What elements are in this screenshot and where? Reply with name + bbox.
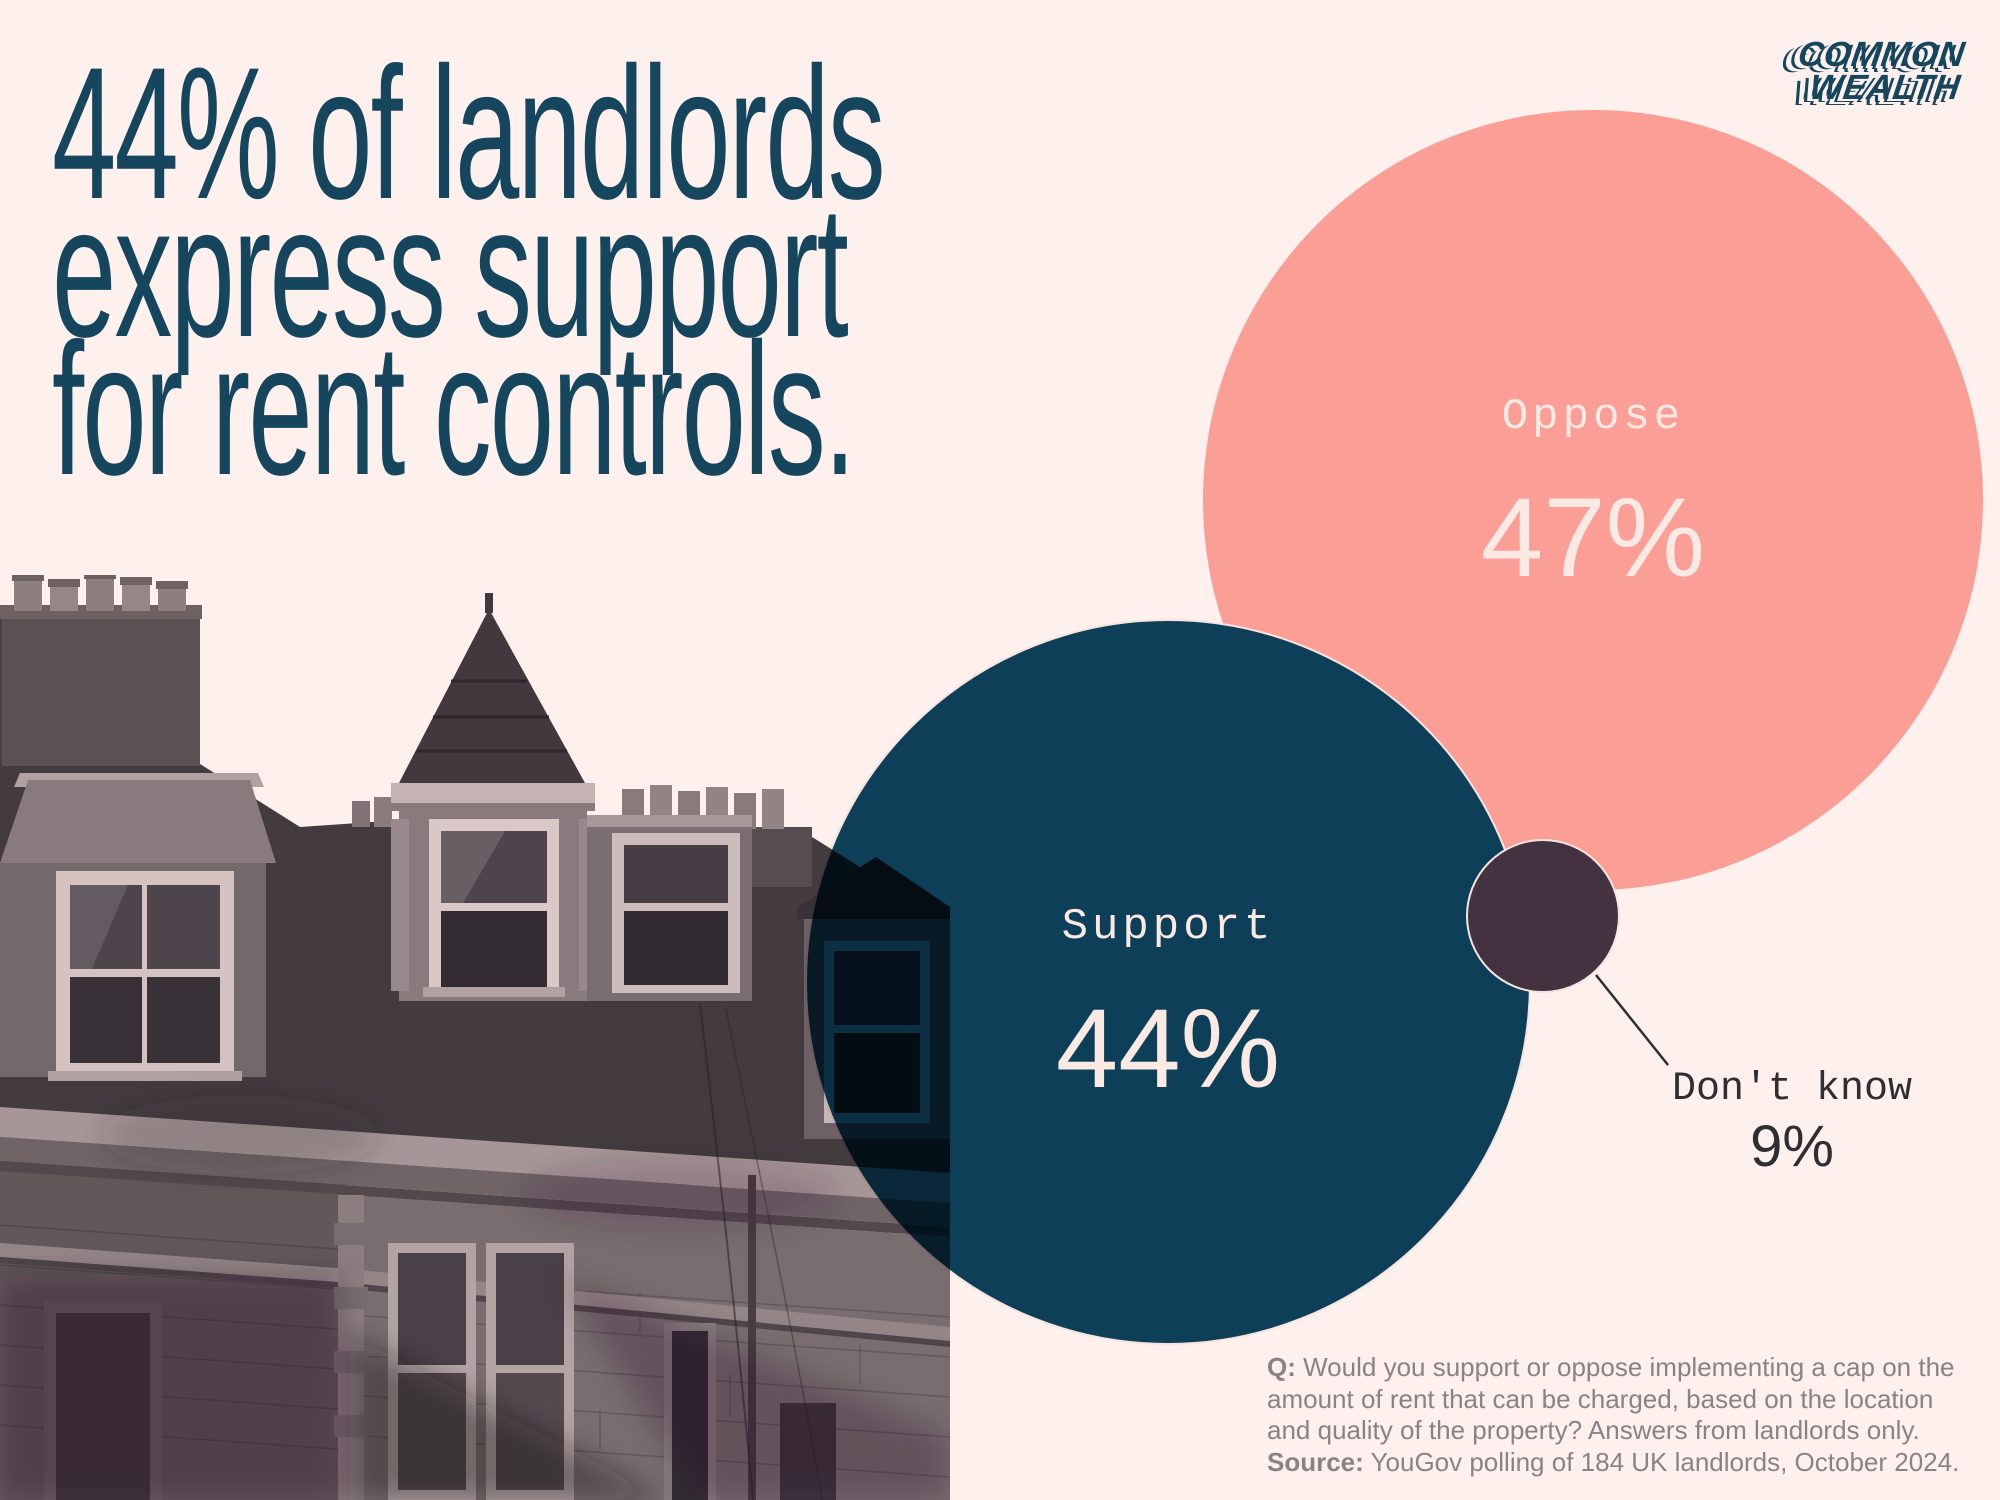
dont-know-bubble — [1466, 839, 1620, 993]
footnote: Q: Would you support or oppose implement… — [1267, 1352, 1972, 1478]
oppose-label: Oppose — [1501, 392, 1685, 442]
logo-line-2: WEALTH — [1806, 68, 1963, 107]
support-value: 44% — [1055, 986, 1281, 1111]
question-text: Q: Would you support or oppose implement… — [1267, 1352, 1955, 1445]
support-label: Support — [1061, 902, 1275, 952]
source-text: Source: YouGov polling of 184 UK landlor… — [1267, 1446, 1960, 1477]
source-label: Source: — [1267, 1446, 1364, 1477]
headline-line-2: express support — [52, 166, 849, 376]
far-right-bay — [798, 857, 950, 1139]
wall-shadows — [0, 1095, 950, 1500]
left-dormer — [0, 773, 276, 1081]
headline-line-3: for rent controls. — [52, 304, 856, 514]
oppose-value: 47% — [1480, 475, 1706, 600]
tower — [391, 593, 597, 1001]
mid-roof-pot — [352, 801, 370, 827]
leader-line — [1595, 974, 1669, 1066]
left-chimney-stack — [0, 575, 202, 766]
dont-know-value: 9% — [1750, 1114, 1834, 1179]
mid-roof-pot — [374, 797, 392, 827]
commonwealth-logo: COMMON WEALTH — [1791, 35, 1968, 107]
dont-know-label: Don't know — [1671, 1067, 1913, 1112]
headline: 44% of landlords express support for ren… — [52, 28, 987, 514]
building-photo — [0, 575, 950, 1500]
question-label: Q: — [1267, 1352, 1296, 1382]
headline-line-1: 44% of landlords — [52, 28, 886, 238]
logo-line-1: COMMON — [1795, 35, 1968, 74]
right-bay — [587, 815, 752, 1001]
